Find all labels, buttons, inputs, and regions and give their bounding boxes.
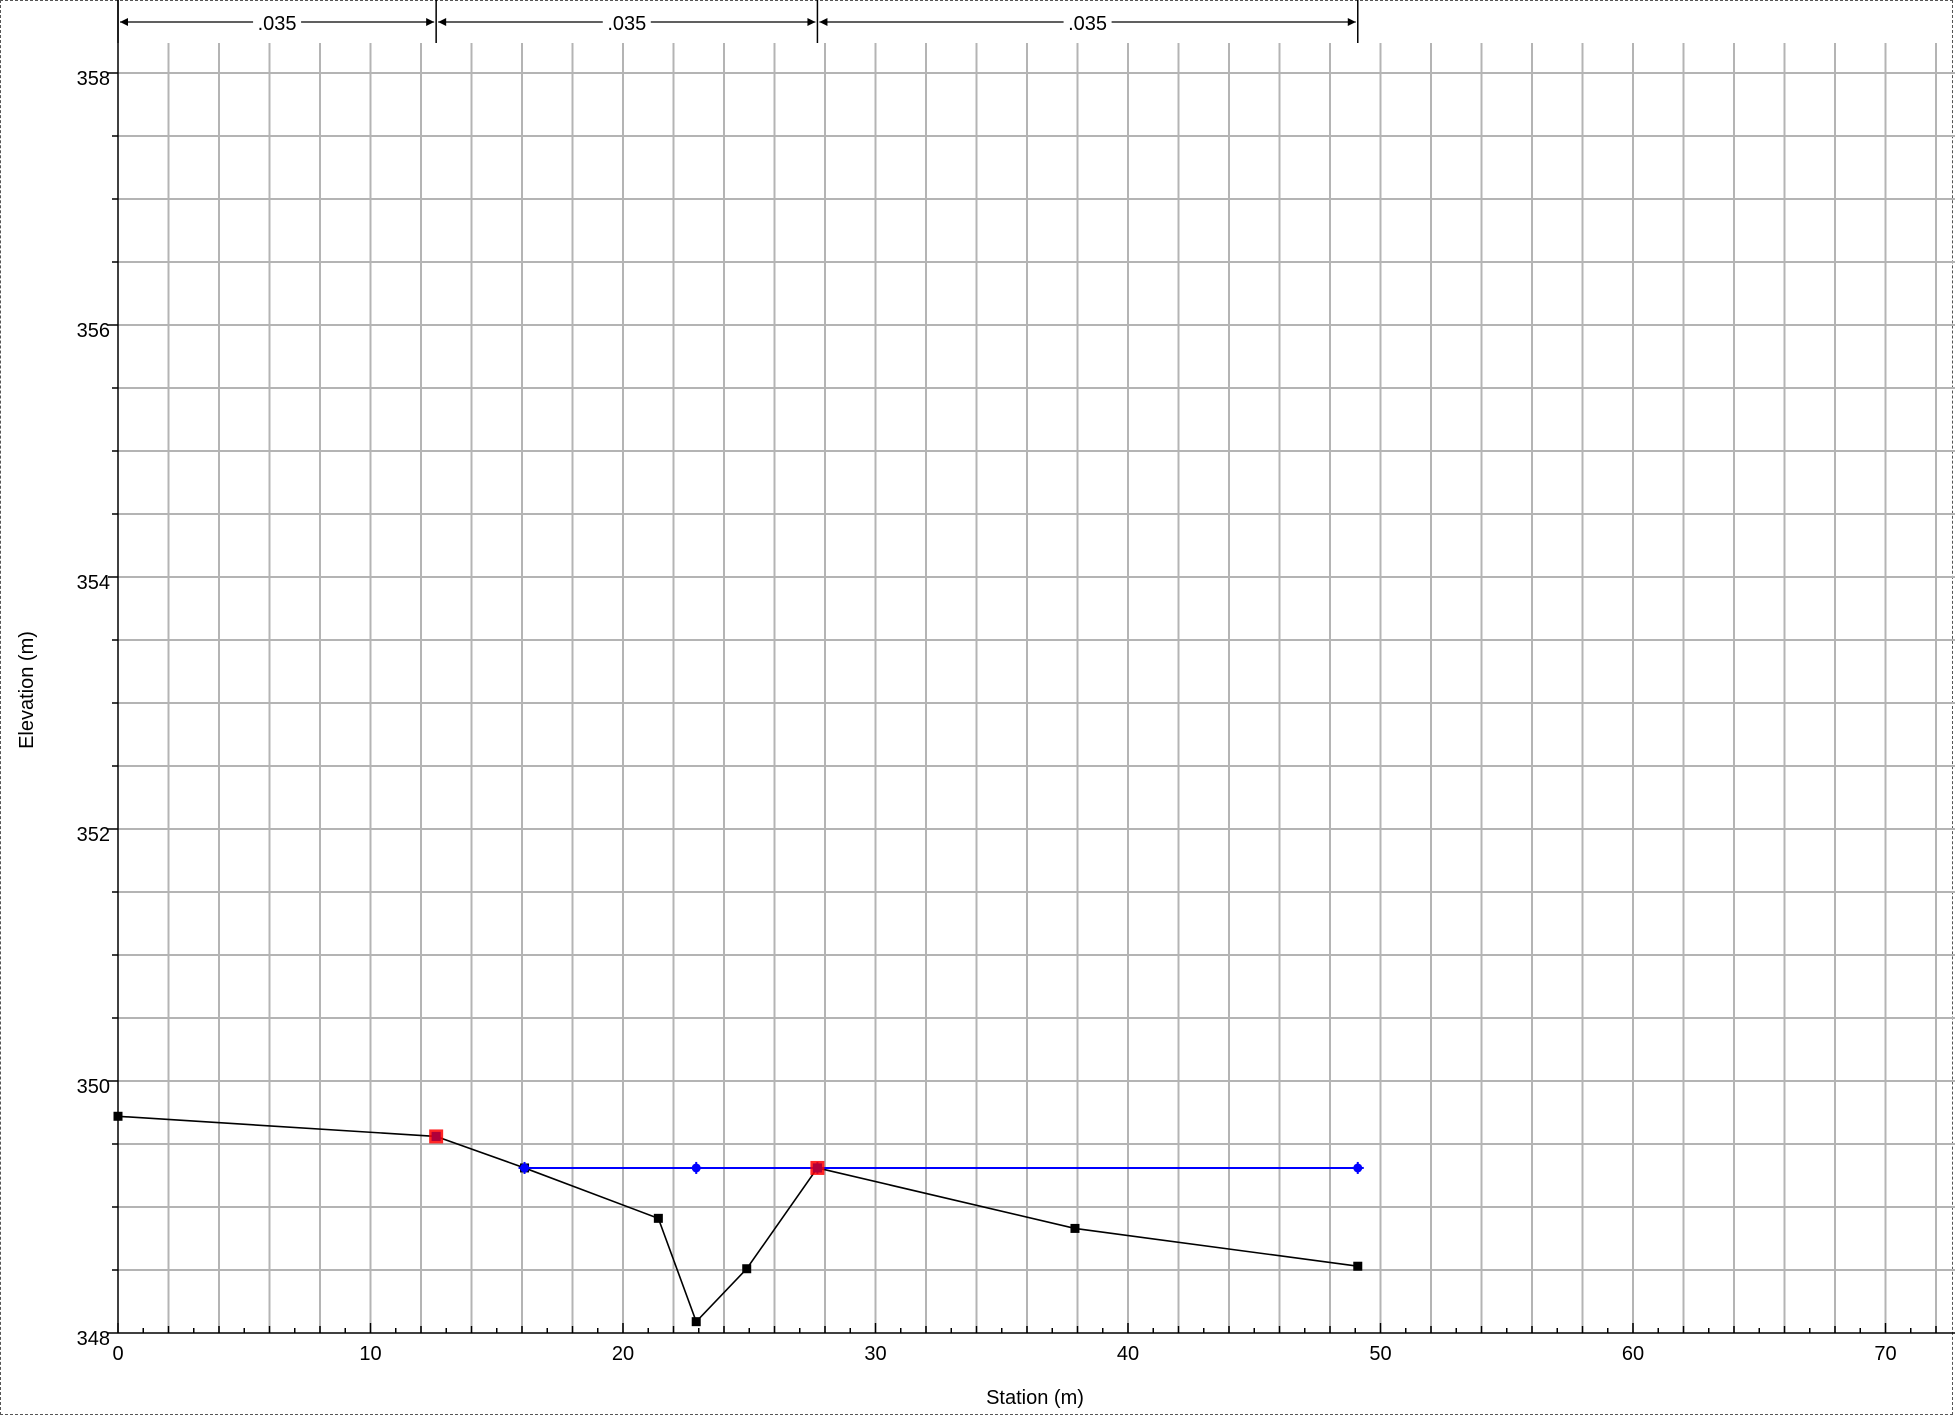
grid [118,43,1955,1333]
n-arrow-head [819,18,828,26]
n-arrow-head [1347,18,1356,26]
ground-point [1353,1261,1363,1271]
x-tick-label: 0 [112,1343,123,1365]
n-arrow-head [438,18,447,26]
ground-point [113,1111,123,1121]
ground-line [117,1115,1358,1324]
y-axis-label: Elevation (m) [16,631,38,749]
x-tick-label: 50 [1369,1343,1391,1365]
manning-n-label: .035 [607,13,646,35]
ground-point [691,1317,701,1327]
n-arrow-head [426,18,435,26]
x-tick-label: 20 [612,1343,634,1365]
x-tick-label: 60 [1622,1343,1644,1365]
x-tick-label: 10 [359,1343,381,1365]
x-tick-label: 30 [864,1343,886,1365]
series-layer [113,1111,1364,1327]
x-tick-label: 70 [1874,1343,1896,1365]
bank-station-point [812,1163,822,1173]
y-tick-label: 352 [77,824,110,846]
y-tick-label: 358 [77,68,110,90]
x-tick-label: 40 [1117,1343,1139,1365]
y-tick-label: 356 [77,320,110,342]
ground-point [742,1264,752,1274]
manning-n-annotations: .035 .035 .035 [117,0,1359,43]
manning-n-label: .035 [1068,13,1107,35]
axes: 0 10 20 30 40 50 60 70 348 350 352 354 356 358 [77,0,1955,1365]
ground-point [1070,1223,1080,1233]
bank-station-point [431,1131,441,1141]
x-axis-label: Station (m) [986,1387,1084,1409]
y-tick-label: 348 [77,1328,110,1350]
y-tick-label: 350 [77,1076,110,1098]
y-tick-label: 354 [77,572,110,594]
n-arrow-head [807,18,816,26]
n-arrow-head [120,18,128,26]
ground-point [653,1213,663,1223]
manning-n-label: .035 [258,13,297,35]
